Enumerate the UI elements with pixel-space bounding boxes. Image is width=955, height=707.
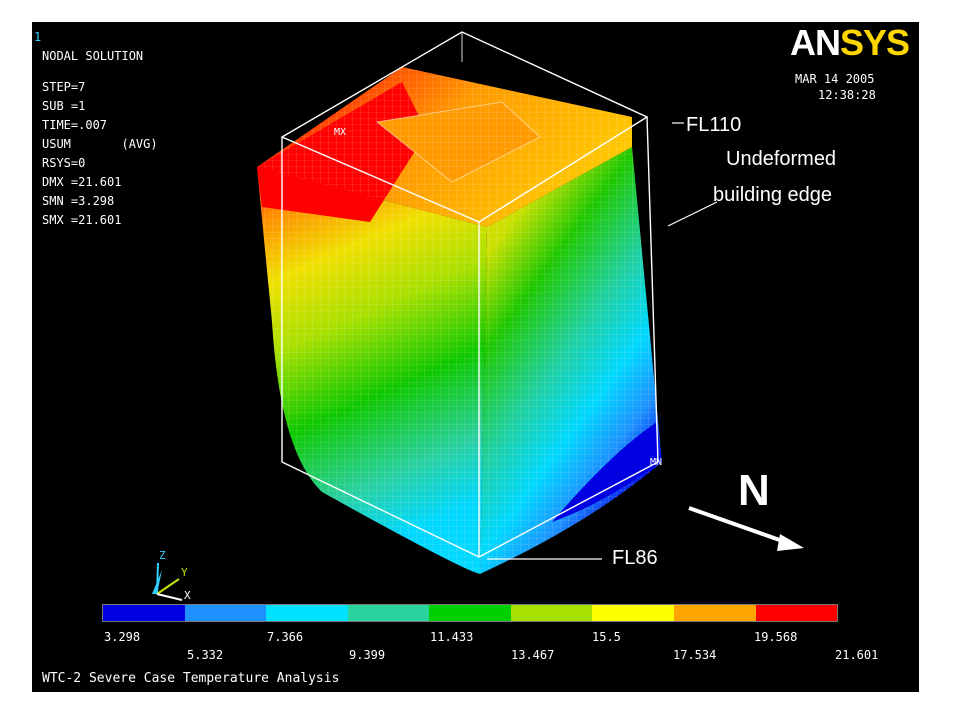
- legend-swatch-1: [184, 605, 267, 621]
- contour-legend-bar: [102, 604, 838, 622]
- coordinate-triad: [152, 562, 183, 601]
- annotation-lines: [487, 122, 718, 560]
- legend-tick: 3.298: [104, 630, 141, 644]
- legend-tick: 11.433: [430, 630, 474, 644]
- legend-swatch-2: [266, 605, 348, 621]
- undeformed-building-edge: [280, 31, 659, 558]
- info-usum: USUM (AVG): [42, 137, 158, 151]
- min-marker: MN: [650, 457, 663, 468]
- legend-swatch-8: [755, 605, 838, 621]
- legend-tick: 15.5: [592, 630, 621, 644]
- building-left-face: [257, 167, 487, 574]
- legend-swatch-5: [510, 605, 593, 621]
- label-fl110: FL110: [686, 114, 742, 136]
- legend-tick: 7.366: [267, 630, 304, 644]
- info-smn: SMN =3.298: [42, 194, 115, 208]
- info-time: TIME=.007: [42, 118, 108, 132]
- building-right-face: [480, 147, 662, 574]
- north-label: N: [738, 466, 770, 515]
- legend-tick: 19.568: [754, 630, 798, 644]
- label-fl86: FL86: [612, 547, 658, 569]
- info-rsys: RSYS=0: [42, 156, 86, 170]
- info-dmx: DMX =21.601: [42, 175, 122, 189]
- info-smx: SMX =21.601: [42, 213, 122, 227]
- legend-tick: 21.601: [835, 648, 879, 662]
- ansys-logo: ANSYS: [790, 22, 910, 63]
- deformed-building-model[interactable]: [32, 22, 919, 692]
- info-sub: SUB =1: [42, 99, 86, 113]
- solution-title: NODAL SOLUTION: [42, 49, 144, 63]
- date-label: MAR 14 2005: [795, 72, 875, 86]
- info-step: STEP=7: [42, 80, 86, 94]
- triad-y-label: Y: [181, 566, 188, 579]
- legend-tick: 17.534: [673, 648, 717, 662]
- footer-title: WTC-2 Severe Case Temperature Analysis: [42, 671, 340, 686]
- legend-tick: 9.399: [349, 648, 386, 662]
- graphics-viewport[interactable]: 1 NODAL SOLUTION STEP=7 SUB =1 TIME=.007…: [32, 22, 919, 692]
- building-top-face: [257, 67, 632, 227]
- legend-swatch-6: [592, 605, 674, 621]
- label-undeformed: Undeformed: [726, 148, 837, 170]
- legend-swatch-0: [103, 605, 185, 621]
- label-building-edge: building edge: [713, 184, 832, 206]
- triad-x-label: X: [184, 589, 191, 602]
- north-arrow: [688, 506, 804, 551]
- max-marker: MX: [334, 127, 347, 138]
- triad-z-label: Z: [159, 549, 166, 562]
- time-label: 12:38:28: [818, 88, 876, 102]
- legend-swatch-3: [347, 605, 430, 621]
- legend-tick: 13.467: [511, 648, 555, 662]
- legend-swatch-4: [429, 605, 511, 621]
- legend-swatch-7: [673, 605, 756, 621]
- window-number: 1: [34, 30, 42, 44]
- legend-tick: 5.332: [187, 648, 224, 662]
